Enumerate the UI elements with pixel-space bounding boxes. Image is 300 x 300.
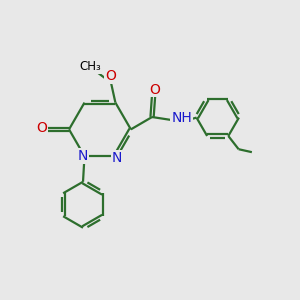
Text: N: N	[112, 151, 122, 165]
Text: O: O	[150, 82, 160, 97]
Text: O: O	[105, 69, 116, 83]
Text: O: O	[37, 121, 47, 135]
Text: N: N	[78, 149, 88, 163]
Text: NH: NH	[171, 111, 192, 125]
Text: CH₃: CH₃	[80, 60, 101, 73]
